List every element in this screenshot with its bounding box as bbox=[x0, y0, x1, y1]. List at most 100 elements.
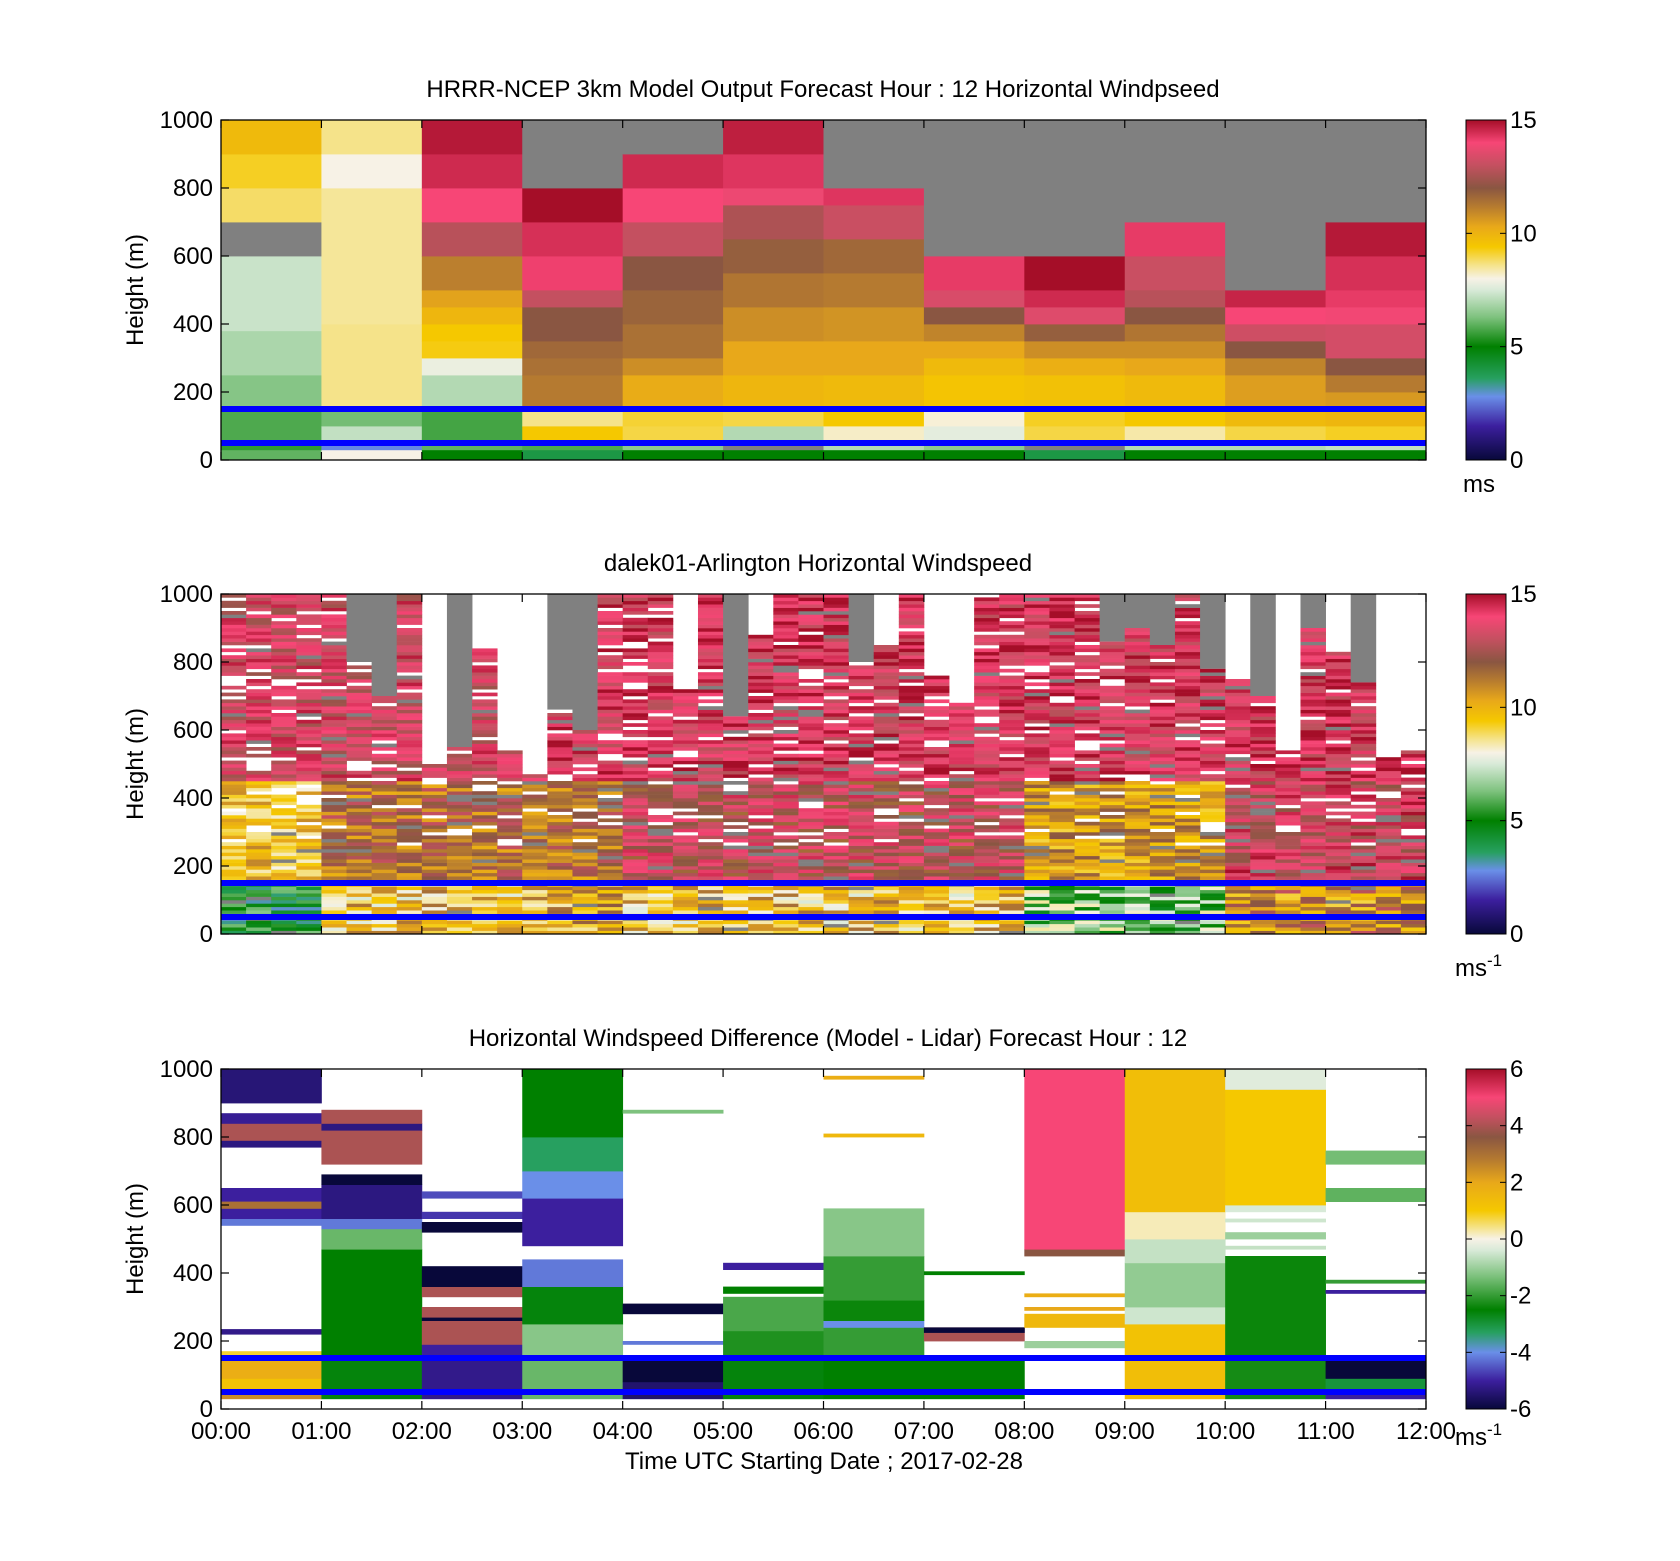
lidar-cell bbox=[371, 889, 398, 894]
lidar-cell bbox=[271, 920, 297, 925]
lidar-cell bbox=[446, 808, 473, 812]
lidar-cell bbox=[898, 886, 925, 891]
lidar-cell bbox=[798, 713, 824, 717]
lidar-cell bbox=[1024, 658, 1050, 663]
lidar-cell bbox=[1149, 896, 1176, 901]
lidar-cell bbox=[773, 835, 799, 840]
lidar-cell bbox=[923, 859, 950, 863]
lidar-cell bbox=[898, 733, 925, 738]
lidar-cell bbox=[1350, 872, 1377, 877]
lidar-cell bbox=[798, 607, 824, 612]
lidar-cell bbox=[396, 889, 423, 894]
lidar-cell bbox=[321, 893, 347, 897]
lidar-cell bbox=[271, 842, 297, 846]
lidar-cell bbox=[396, 849, 423, 853]
lidar-cell bbox=[1024, 821, 1050, 826]
lidar-cell bbox=[1300, 930, 1326, 935]
lidar-cell bbox=[1124, 733, 1151, 738]
lidar-cell bbox=[396, 852, 423, 857]
lidar-cell bbox=[1074, 699, 1101, 704]
lidar-cell bbox=[873, 685, 900, 690]
lidar-cell bbox=[346, 832, 373, 836]
colorbar-tick-label: 5 bbox=[1510, 334, 1523, 361]
lidar-cell bbox=[1300, 893, 1326, 897]
lidar-cell bbox=[1375, 910, 1402, 914]
lidar-cell bbox=[697, 614, 724, 619]
lidar-cell bbox=[1074, 770, 1101, 775]
lidar-cell bbox=[1275, 821, 1301, 826]
lidar-cell bbox=[999, 702, 1025, 707]
panel-lidar-x-ticks bbox=[220, 594, 1427, 934]
lidar-cell bbox=[271, 838, 297, 843]
lidar-cell bbox=[296, 804, 322, 809]
lidar-cell bbox=[221, 900, 247, 904]
heatmap-cell bbox=[522, 120, 624, 189]
lidar-cell bbox=[1099, 838, 1126, 843]
lidar-cell bbox=[949, 743, 975, 748]
lidar-cell bbox=[999, 743, 1025, 748]
lidar-cell bbox=[697, 658, 724, 663]
lidar-cell bbox=[321, 900, 347, 904]
lidar-cell bbox=[622, 842, 649, 846]
lidar-cell bbox=[622, 631, 649, 636]
lidar-cell bbox=[597, 658, 624, 663]
lidar-cell bbox=[647, 631, 674, 636]
heatmap-cell bbox=[923, 358, 1025, 376]
lidar-cell bbox=[346, 733, 373, 738]
heatmap-cell bbox=[1124, 1262, 1226, 1308]
lidar-cell bbox=[949, 835, 975, 840]
lidar-cell bbox=[1225, 770, 1251, 775]
lidar-cell bbox=[1325, 702, 1352, 707]
lidar-cell bbox=[346, 903, 373, 908]
lidar-cell bbox=[999, 600, 1025, 605]
lidar-cell bbox=[1124, 791, 1151, 795]
lidar-cell bbox=[597, 662, 624, 666]
lidar-cell bbox=[371, 906, 398, 911]
lidar-cell bbox=[1074, 798, 1101, 802]
lidar-cell bbox=[647, 617, 674, 622]
lidar-cell bbox=[823, 794, 850, 799]
lidar-cell bbox=[472, 764, 498, 768]
lidar-cell bbox=[321, 815, 347, 819]
lidar-cell bbox=[1174, 770, 1201, 775]
lidar-cell bbox=[1350, 726, 1377, 731]
lidar-cell bbox=[1099, 753, 1126, 758]
lidar-cell bbox=[898, 852, 925, 857]
lidar-cell bbox=[798, 774, 824, 778]
lidar-cell bbox=[1149, 927, 1176, 931]
heatmap-cell bbox=[823, 1256, 925, 1301]
lidar-cell bbox=[296, 828, 322, 833]
lidar-cell bbox=[898, 706, 925, 710]
lidar-cell bbox=[622, 818, 649, 823]
lidar-cell bbox=[271, 798, 297, 802]
lidar-cell bbox=[1049, 617, 1075, 622]
lidar-cell bbox=[1300, 634, 1326, 639]
lidar-cell bbox=[1325, 733, 1352, 738]
lidar-cell bbox=[923, 747, 950, 751]
lidar-cell bbox=[1074, 903, 1101, 908]
lidar-cell bbox=[221, 855, 247, 860]
lidar-cell bbox=[522, 923, 548, 928]
lidar-cell bbox=[1400, 757, 1427, 761]
lidar-cell bbox=[1400, 842, 1427, 846]
lidar-cell bbox=[1200, 849, 1226, 853]
lidar-cell bbox=[346, 825, 373, 829]
lidar-cell bbox=[296, 733, 322, 738]
lidar-cell bbox=[1049, 811, 1075, 816]
lidar-cell bbox=[221, 733, 247, 738]
lidar-cell bbox=[949, 784, 975, 789]
lidar-cell bbox=[848, 675, 875, 680]
lidar-cell bbox=[1275, 862, 1301, 867]
lidar-cell bbox=[1375, 872, 1402, 877]
lidar-cell bbox=[1300, 825, 1326, 829]
lidar-cell bbox=[246, 893, 272, 897]
lidar-cell bbox=[823, 869, 850, 874]
lidar-cell bbox=[974, 825, 1000, 829]
lidar-cell bbox=[1200, 685, 1226, 690]
lidar-cell bbox=[1124, 825, 1151, 829]
lidar-cell bbox=[321, 641, 347, 646]
lidar-cell bbox=[1325, 787, 1352, 792]
lidar-cell bbox=[597, 859, 624, 863]
lidar-cell bbox=[823, 594, 850, 598]
lidar-cell bbox=[898, 760, 925, 765]
